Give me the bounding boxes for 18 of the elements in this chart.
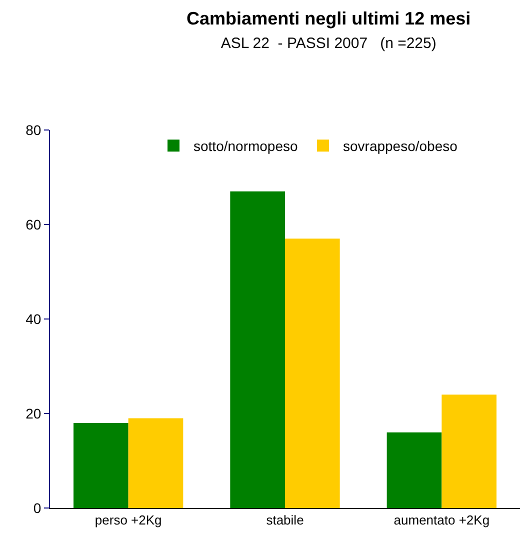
y-tick-label: 20	[26, 405, 42, 422]
chart-subtitle: ASL 22 - PASSI 2007 (n =225)	[220, 34, 436, 52]
x-tick-label: stabile	[266, 512, 304, 528]
y-tick-label: 60	[26, 216, 42, 232]
x-tick-label: perso +2Kg	[94, 512, 162, 528]
legend-label: sotto/normopeso	[194, 138, 298, 154]
bar	[285, 238, 340, 508]
bar	[230, 191, 285, 508]
bar	[128, 418, 184, 508]
legend-label: sovrappeso/obeso	[342, 138, 458, 154]
bar	[442, 394, 496, 508]
y-tick-label: 40	[26, 310, 42, 327]
y-tick-label: 80	[26, 122, 42, 138]
chart-title: Cambiamenti negli ultimi 12 mesi	[186, 8, 471, 28]
x-tick-label: aumentato +2Kg	[394, 512, 490, 528]
bar	[386, 432, 442, 508]
bar	[74, 422, 128, 508]
y-tick-label: 0	[33, 500, 42, 516]
